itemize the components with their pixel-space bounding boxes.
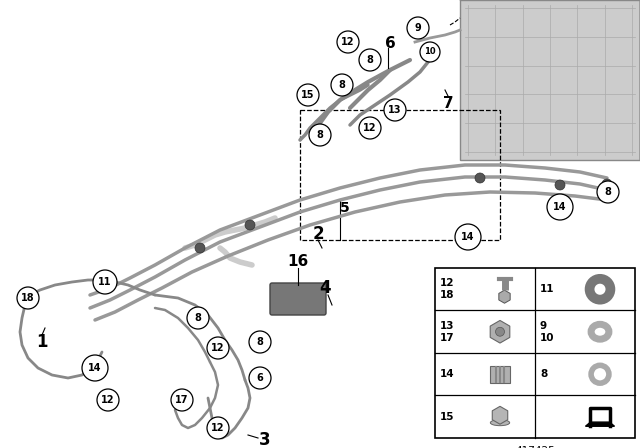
Text: 8: 8 <box>605 187 611 197</box>
Text: 12: 12 <box>364 123 377 133</box>
Circle shape <box>245 220 255 230</box>
FancyBboxPatch shape <box>270 283 326 315</box>
Circle shape <box>420 42 440 62</box>
Circle shape <box>207 417 229 439</box>
Circle shape <box>249 331 271 353</box>
Text: 12: 12 <box>211 423 225 433</box>
Bar <box>490 366 511 383</box>
Circle shape <box>93 270 117 294</box>
Text: 18: 18 <box>21 293 35 303</box>
Text: 12
18: 12 18 <box>440 279 454 300</box>
Bar <box>435 268 635 438</box>
Text: 12: 12 <box>341 37 355 47</box>
Text: 17: 17 <box>175 395 189 405</box>
Circle shape <box>547 194 573 220</box>
Circle shape <box>195 243 205 253</box>
Circle shape <box>407 17 429 39</box>
Text: 8: 8 <box>367 55 373 65</box>
Text: 14: 14 <box>440 369 454 379</box>
Text: 4: 4 <box>319 279 331 297</box>
Text: 14: 14 <box>88 363 102 373</box>
Text: 6: 6 <box>385 36 396 52</box>
Circle shape <box>337 31 359 53</box>
Text: 13: 13 <box>388 105 402 115</box>
Circle shape <box>597 181 619 203</box>
Text: 16: 16 <box>287 254 308 270</box>
Circle shape <box>97 389 119 411</box>
Circle shape <box>495 327 504 336</box>
Circle shape <box>297 84 319 106</box>
Circle shape <box>475 173 485 183</box>
Circle shape <box>359 117 381 139</box>
Text: 11: 11 <box>540 284 554 294</box>
Text: 417425: 417425 <box>515 446 555 448</box>
Circle shape <box>359 49 381 71</box>
Circle shape <box>384 99 406 121</box>
Circle shape <box>331 74 353 96</box>
Text: 5: 5 <box>340 201 350 215</box>
Polygon shape <box>460 0 640 160</box>
Text: 12: 12 <box>211 343 225 353</box>
Circle shape <box>187 307 209 329</box>
Circle shape <box>82 355 108 381</box>
Text: 11: 11 <box>99 277 112 287</box>
Text: 15: 15 <box>301 90 315 100</box>
Text: 2: 2 <box>312 225 324 243</box>
Circle shape <box>171 389 193 411</box>
Polygon shape <box>586 422 614 426</box>
Text: 1: 1 <box>36 333 48 351</box>
Text: 7: 7 <box>443 95 453 111</box>
Circle shape <box>207 337 229 359</box>
Text: 8: 8 <box>195 313 202 323</box>
Text: 9
10: 9 10 <box>540 321 554 343</box>
Text: 14: 14 <box>461 232 475 242</box>
Circle shape <box>249 367 271 389</box>
Text: 9: 9 <box>415 23 421 33</box>
Text: 8: 8 <box>540 369 547 379</box>
Text: 12: 12 <box>101 395 115 405</box>
Circle shape <box>455 224 481 250</box>
Circle shape <box>17 287 39 309</box>
Text: 6: 6 <box>257 373 264 383</box>
Bar <box>300 110 500 240</box>
Text: 8: 8 <box>317 130 323 140</box>
Text: 8: 8 <box>339 80 346 90</box>
Circle shape <box>602 179 612 189</box>
Text: 13
17: 13 17 <box>440 321 454 343</box>
Text: 8: 8 <box>257 337 264 347</box>
Ellipse shape <box>490 420 509 426</box>
Text: 10: 10 <box>424 47 436 56</box>
Text: 14: 14 <box>553 202 567 212</box>
Circle shape <box>555 180 565 190</box>
Circle shape <box>309 124 331 146</box>
Text: 3: 3 <box>259 431 271 448</box>
Text: 15: 15 <box>440 412 454 422</box>
